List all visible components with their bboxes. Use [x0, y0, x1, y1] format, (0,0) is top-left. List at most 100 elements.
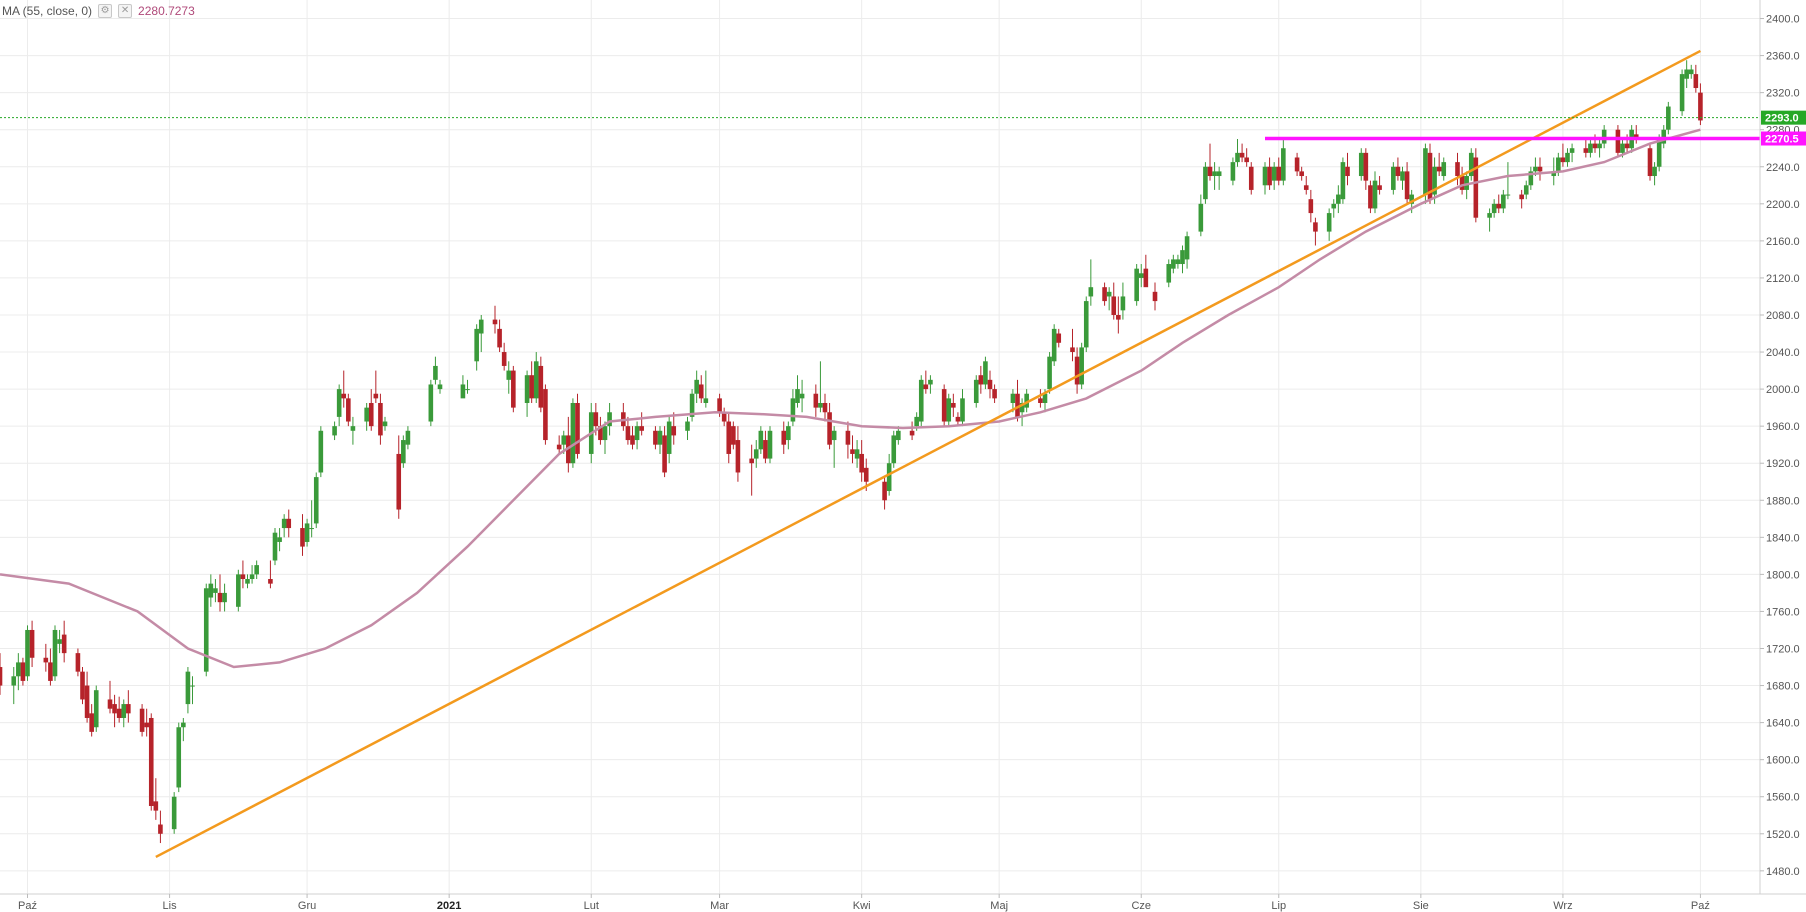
price-tick-label: 2400.0: [1766, 14, 1800, 26]
candle-body: [368, 402, 374, 427]
candle-body: [1597, 143, 1602, 149]
candle-body: [1010, 393, 1016, 403]
candle: [1523, 180, 1529, 200]
price-tick-label: 1680.0: [1766, 681, 1800, 693]
candle-body: [721, 412, 727, 422]
candle-body: [909, 430, 915, 436]
candle-body: [112, 704, 117, 714]
candle: [896, 426, 901, 445]
candle-body: [203, 588, 209, 672]
candle: [1212, 162, 1217, 190]
candle-body: [465, 389, 470, 391]
indicator-value: 2280.7273: [138, 4, 195, 18]
candle: [538, 356, 544, 413]
candle: [1248, 162, 1254, 195]
candle: [941, 384, 947, 427]
candle-body: [1175, 259, 1181, 265]
candle: [1116, 296, 1121, 334]
candle-body: [1203, 166, 1208, 200]
time-tick-label: Paź: [1691, 900, 1710, 912]
close-icon[interactable]: ✕: [118, 4, 133, 18]
candle: [1308, 189, 1314, 223]
candle: [1070, 328, 1075, 362]
candle: [1138, 264, 1144, 288]
candle-body: [428, 384, 434, 422]
candle-body: [1427, 152, 1433, 200]
candle: [598, 416, 603, 445]
candle-body: [533, 361, 539, 399]
candle: [240, 560, 246, 589]
candle-body: [1313, 222, 1318, 232]
candle: [277, 528, 282, 552]
candle-body: [89, 713, 94, 732]
candle-body: [731, 426, 736, 445]
time-tick-label: Gru: [298, 900, 316, 912]
time-tick-label: Paź: [18, 900, 37, 912]
candle-body: [598, 426, 603, 441]
candle-body: [1661, 129, 1667, 144]
candle: [946, 393, 952, 427]
candle: [1336, 185, 1341, 214]
candle: [1601, 125, 1607, 149]
candle-body: [378, 402, 383, 436]
price-tick-label: 1920.0: [1766, 458, 1800, 470]
candle-body: [685, 421, 690, 431]
price-tick-label: 1600.0: [1766, 755, 1800, 767]
candle: [1432, 157, 1437, 204]
candle-body: [657, 430, 663, 445]
candle: [1019, 398, 1025, 427]
candle: [1303, 176, 1309, 195]
candle: [368, 389, 374, 431]
candle: [254, 560, 259, 580]
candle-body: [983, 361, 988, 385]
candle-body: [286, 518, 292, 529]
candle-body: [318, 430, 324, 473]
candle-body: [1391, 166, 1396, 190]
candle: [1565, 148, 1570, 167]
candle-body: [1244, 157, 1249, 163]
candle-body: [48, 662, 53, 681]
candle: [575, 393, 580, 459]
candle-body: [1239, 152, 1245, 158]
candle: [20, 657, 26, 686]
candle-body: [973, 379, 979, 403]
candle-body: [763, 440, 768, 459]
candle: [625, 416, 631, 445]
gear-icon[interactable]: ⚙: [98, 4, 113, 18]
candle: [350, 416, 356, 445]
candle: [1505, 162, 1511, 200]
candle-body: [1615, 129, 1621, 153]
candle-body: [1308, 199, 1314, 214]
candle: [1276, 157, 1282, 186]
candle-body: [1299, 171, 1304, 177]
candle: [1358, 148, 1364, 181]
candle-body: [923, 384, 929, 390]
candle: [1528, 166, 1534, 190]
candle-body: [1106, 291, 1112, 297]
candle-body: [364, 407, 369, 422]
candle-body: [1358, 152, 1364, 177]
time-tick-label: Kwi: [853, 900, 871, 912]
candle-body: [758, 430, 764, 450]
candle: [1487, 208, 1492, 232]
candle: [1088, 259, 1094, 306]
candle-body: [1019, 402, 1025, 413]
candle: [1661, 125, 1667, 149]
price-tick-label: 2120.0: [1766, 273, 1800, 285]
candle-body: [80, 671, 85, 700]
candle: [11, 667, 17, 705]
candle: [341, 370, 347, 408]
candle-body: [1235, 152, 1240, 163]
candle-body: [786, 426, 791, 441]
candle-body: [854, 449, 860, 459]
candle: [1340, 157, 1346, 204]
support-price-tag-bg: [1761, 131, 1806, 146]
candle-body: [767, 430, 773, 459]
trend-line[interactable]: [155, 49, 1701, 859]
candle-body: [208, 583, 214, 598]
candle: [726, 412, 732, 464]
candle: [1363, 148, 1369, 190]
candle: [25, 625, 30, 681]
time-axis[interactable]: Paź Lis Gru 2021 Lut Mar Kwi Maj Cze Lip Sie Wrz Paź: [18, 894, 1710, 912]
